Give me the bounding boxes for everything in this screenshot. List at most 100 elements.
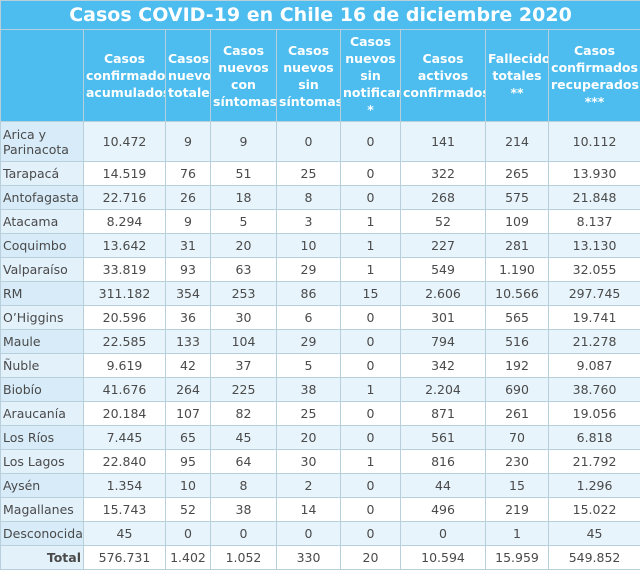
value-cell: 18 [210,185,277,210]
value-cell: 38 [276,377,341,402]
value-cell: 30 [210,305,277,330]
value-cell: 41.676 [83,377,166,402]
value-cell: 76 [165,161,211,186]
value-cell: 44 [400,473,486,498]
table-row: Araucanía 20.184 107 82 25 0 871 261 19.056 [0,401,640,426]
region-cell: Los Ríos [0,425,84,450]
value-cell: 301 [400,305,486,330]
value-cell: 1 [340,449,401,474]
value-cell: 281 [485,233,549,258]
value-cell: 871 [400,401,486,426]
value-cell: 15.022 [547,497,640,522]
table-title: Casos COVID-19 en Chile 16 de diciembre … [0,0,640,30]
value-cell: 0 [340,497,401,522]
value-cell: 1 [485,521,549,546]
value-cell: 5 [276,353,341,378]
region-cell: Coquimbo [0,233,84,258]
value-cell: 20.596 [83,305,166,330]
column-header: Casos nuevos totales [165,29,211,122]
value-cell: 21.278 [547,329,640,354]
value-cell: 36 [165,305,211,330]
region-cell: RM [0,281,84,306]
value-cell: 8 [210,473,277,498]
value-cell: 20 [210,233,277,258]
value-cell: 45 [547,521,640,546]
value-cell: 342 [400,353,486,378]
corner-cell [0,29,84,122]
table-row: Biobío 41.676 264 225 38 1 2.204 690 38.760 [0,377,640,402]
value-cell: 14 [276,497,341,522]
value-cell: 42 [165,353,211,378]
value-cell: 19.056 [547,401,640,426]
total-label: Total [0,545,84,570]
value-cell: 13.130 [547,233,640,258]
region-cell: Magallanes [0,497,84,522]
table-row: O’Higgins 20.596 36 30 6 0 301 565 19.741 [0,305,640,330]
value-cell: 8 [276,185,341,210]
value-cell: 253 [210,281,277,306]
table-body: Arica y Parinacota 10.472 9 9 0 0 141 214 10.112… [0,121,640,570]
value-cell: 297.745 [547,281,640,306]
value-cell: 10 [165,473,211,498]
value-cell: 21.848 [547,185,640,210]
value-cell: 0 [340,121,401,162]
value-cell: 15 [340,281,401,306]
value-cell: 268 [400,185,486,210]
table-row: Los Ríos 7.445 65 45 20 0 561 70 6.818 [0,425,640,450]
value-cell: 261 [485,401,549,426]
value-cell: 549 [400,257,486,282]
value-cell: 104 [210,329,277,354]
table-row: Coquimbo 13.642 31 20 10 1 227 281 13.130 [0,233,640,258]
value-cell: 31 [165,233,211,258]
value-cell: 3 [276,209,341,234]
total-row: Total 576.731 1.402 1.052 330 20 10.594 15.959 5… [0,545,640,570]
value-cell: 816 [400,449,486,474]
value-cell: 9 [165,209,211,234]
value-cell: 1.190 [485,257,549,282]
value-cell: 45 [83,521,166,546]
value-cell: 15.743 [83,497,166,522]
value-cell: 65 [165,425,211,450]
total-cell: 10.594 [400,545,486,570]
value-cell: 192 [485,353,549,378]
value-cell: 9 [165,121,211,162]
value-cell: 2 [276,473,341,498]
value-cell: 496 [400,497,486,522]
value-cell: 561 [400,425,486,450]
total-cell: 15.959 [485,545,549,570]
column-header: Casos confirmados acumulados [83,29,166,122]
table-row: Maule 22.585 133 104 29 0 794 516 21.278 [0,329,640,354]
value-cell: 64 [210,449,277,474]
value-cell: 264 [165,377,211,402]
value-cell: 1.354 [83,473,166,498]
value-cell: 33.819 [83,257,166,282]
value-cell: 2.606 [400,281,486,306]
region-cell: Atacama [0,209,84,234]
column-header: Casos nuevos con síntomas [210,29,277,122]
value-cell: 8.294 [83,209,166,234]
value-cell: 9.619 [83,353,166,378]
value-cell: 20.184 [83,401,166,426]
value-cell: 38.760 [547,377,640,402]
value-cell: 10.112 [547,121,640,162]
value-cell: 0 [165,521,211,546]
value-cell: 95 [165,449,211,474]
region-cell: Arica y Parinacota [0,121,84,162]
value-cell: 0 [340,521,401,546]
total-cell: 330 [276,545,341,570]
table-row: Aysén 1.354 10 8 2 0 44 15 1.296 [0,473,640,498]
value-cell: 516 [485,329,549,354]
value-cell: 63 [210,257,277,282]
column-header: Casos nuevos sin notificar * [340,29,401,122]
region-cell: O’Higgins [0,305,84,330]
value-cell: 0 [340,473,401,498]
region-cell: Los Lagos [0,449,84,474]
value-cell: 0 [340,161,401,186]
value-cell: 1 [340,233,401,258]
table-row: Magallanes 15.743 52 38 14 0 496 219 15.022 [0,497,640,522]
value-cell: 2.204 [400,377,486,402]
value-cell: 93 [165,257,211,282]
value-cell: 0 [340,425,401,450]
value-cell: 30 [276,449,341,474]
